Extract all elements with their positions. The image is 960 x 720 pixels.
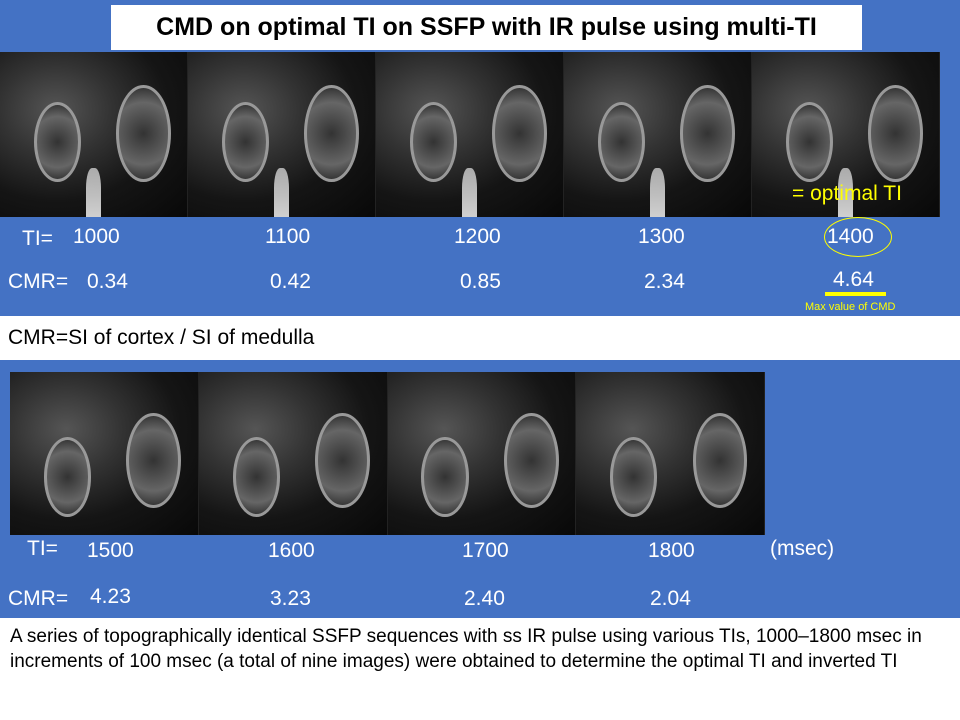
cmr-value: 2.40 <box>464 587 505 610</box>
ti-value: 1200 <box>454 225 501 248</box>
ti-value: 1500 <box>87 539 134 562</box>
mri-image-ti-1500 <box>10 372 199 535</box>
mri-image-ti-1400 <box>752 52 940 217</box>
cmr-value: 3.23 <box>270 587 311 610</box>
max-underline <box>825 292 886 296</box>
ti-label-row2: TI= <box>27 537 58 560</box>
mri-image-ti-1000 <box>0 52 188 217</box>
cmr-value-max: 4.64 <box>833 268 874 291</box>
cmr-label-row2: CMR= <box>8 587 69 610</box>
description-text: A series of topographically identical SS… <box>0 618 960 720</box>
mri-image-ti-1200 <box>376 52 564 217</box>
ti-value: 1300 <box>638 225 685 248</box>
cmr-value: 0.42 <box>270 270 311 293</box>
mri-image-ti-1600 <box>198 372 388 535</box>
cmr-formula: CMR=SI of cortex / SI of medulla <box>0 316 960 360</box>
mri-image-ti-1700 <box>387 372 577 535</box>
mri-strip-top <box>0 52 940 217</box>
mri-strip-bottom <box>10 372 765 535</box>
cmr-label-row1: CMR= <box>8 270 69 293</box>
ti-value: 1700 <box>462 539 509 562</box>
mri-image-ti-1800 <box>576 372 765 535</box>
unit-label: (msec) <box>770 537 835 560</box>
slide-title: CMD on optimal TI on SSFP with IR pulse … <box>111 5 862 50</box>
cmr-value: 2.04 <box>650 587 691 610</box>
mri-image-ti-1100 <box>188 52 376 217</box>
max-value-note: Max value of CMD <box>805 301 896 313</box>
ti-value: 1800 <box>648 539 695 562</box>
cmr-value: 4.23 <box>90 585 131 608</box>
ti-value: 1000 <box>73 225 120 248</box>
cmr-value: 2.34 <box>644 270 685 293</box>
cmr-value: 0.85 <box>460 270 501 293</box>
optimal-ti-label: = optimal TI <box>792 182 902 205</box>
ti-value: 1100 <box>265 225 311 248</box>
ti-label-row1: TI= <box>22 227 53 250</box>
ti-value: 1600 <box>268 539 315 562</box>
mri-image-ti-1300 <box>564 52 752 217</box>
optimal-circle <box>824 217 892 257</box>
cmr-value: 0.34 <box>87 270 128 293</box>
